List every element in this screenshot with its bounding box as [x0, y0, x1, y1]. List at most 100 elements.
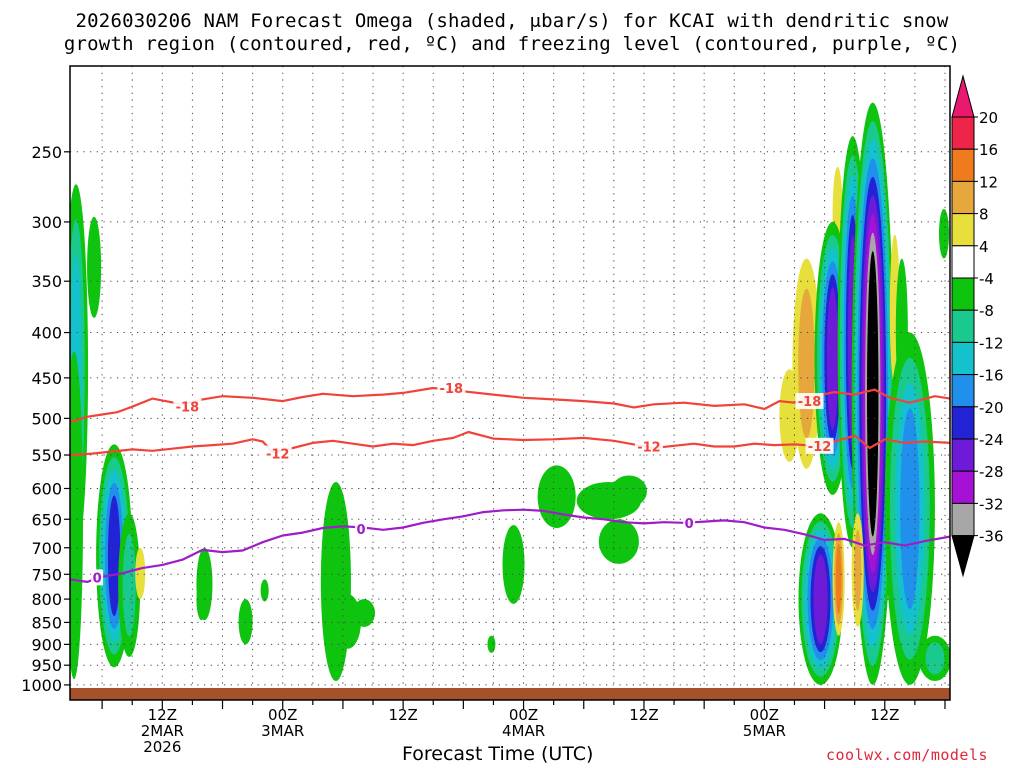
pressure-axis: 250 300 350 400 450 500 550 600 650 700 750 800 850 9… — [21, 143, 70, 695]
contour-line — [70, 508, 950, 583]
colorbar-label: -8 — [979, 302, 994, 320]
x-axis-label: Forecast Time (UTC) — [402, 743, 594, 765]
contour-label: -18 — [798, 395, 822, 410]
plot-area: -18 -18 -18 -12 -12 -12 0 0 0 — [70, 66, 950, 700]
omega-region — [320, 482, 351, 682]
y-tick-label: 850 — [31, 613, 62, 632]
contour-label-bg — [91, 569, 104, 586]
omega-shade — [320, 482, 351, 682]
colorbar-label: 16 — [979, 141, 998, 159]
x-tick-label: 2MAR — [141, 722, 184, 740]
omega-region — [598, 519, 639, 564]
y-tick-label: 450 — [31, 369, 62, 388]
contour-label-bg — [805, 437, 834, 454]
contour-label: -18 — [440, 382, 464, 397]
colorbar-label: -36 — [979, 528, 1004, 546]
omega-shade — [925, 642, 945, 675]
contour-label: -18 — [176, 401, 200, 416]
omega-region — [610, 475, 647, 508]
contour-label-bg — [263, 445, 292, 462]
omega-shade — [135, 547, 146, 600]
y-tick-label: 600 — [31, 479, 62, 498]
x-tick-label: 2026 — [143, 738, 181, 756]
colorbar-under-arrow — [951, 535, 975, 578]
y-tick-label: 350 — [31, 272, 62, 291]
omega-shade — [107, 495, 121, 617]
chart-title-line-1: 2026030206 NAM Forecast Omega (shaded, μ… — [75, 10, 949, 32]
colorbar-bin — [951, 470, 975, 504]
x-tick-label: 00Z — [509, 706, 538, 724]
colorbar-bin — [951, 180, 975, 215]
colorbar-label: -16 — [979, 367, 1004, 385]
omega-shade — [352, 599, 376, 627]
omega-region — [70, 351, 84, 680]
y-tick-label: 650 — [31, 510, 62, 529]
omega-shade — [826, 287, 839, 430]
omega-region — [87, 216, 102, 318]
contour-label-bg — [683, 514, 696, 531]
colorbar-bin — [951, 245, 975, 279]
omega-region — [537, 465, 576, 529]
x-tick-label: 12Z — [870, 706, 899, 724]
omega-shade — [854, 529, 862, 611]
omega-shade — [87, 216, 102, 318]
colorbar-bin — [951, 116, 975, 150]
chart-title-line-2: growth region (contoured, red, ºC) and f… — [63, 33, 961, 55]
contour-label: 0 — [356, 523, 365, 538]
y-tick-label: 250 — [31, 143, 62, 162]
contour-label: -12 — [266, 448, 290, 463]
contour-label-bg — [634, 438, 663, 455]
omega-region — [135, 547, 146, 600]
omega-shade — [938, 208, 949, 259]
omega-colorbar: 20 16 12 8 4 -4 -8 -12 -16 -20 -24 -28 -32 -36 — [951, 74, 1004, 578]
omega-shade — [900, 408, 920, 610]
contour-label: 0 — [685, 517, 694, 532]
contour-label: 0 — [93, 571, 102, 586]
omega-shade — [537, 465, 576, 529]
colorbar-bin — [951, 213, 975, 247]
x-tick-label: 3MAR — [261, 722, 304, 740]
contour-label-bg — [437, 379, 466, 396]
x-tick-label: 5MAR — [743, 722, 786, 740]
colorbar-bin — [951, 406, 975, 440]
colorbar-bin — [951, 502, 975, 537]
omega-region — [502, 525, 525, 604]
x-tick-label: 00Z — [268, 706, 297, 724]
colorbar-bin — [951, 148, 975, 182]
colorbar-label: 12 — [979, 173, 998, 191]
contour-label: -12 — [637, 441, 661, 456]
omega-region — [352, 599, 376, 627]
omega-shading — [70, 102, 950, 685]
y-tick-label: 950 — [31, 656, 62, 675]
colorbar-label: -12 — [979, 334, 1004, 352]
x-tick-label: 12Z — [388, 706, 417, 724]
y-tick-label: 800 — [31, 590, 62, 609]
y-tick-label: 400 — [31, 324, 62, 343]
omega-region — [487, 635, 496, 653]
x-tick-label: 4MAR — [502, 722, 545, 740]
x-tick-label: 12Z — [148, 706, 177, 724]
contour: -12 -12 -12 — [70, 430, 950, 463]
contour-label-bg — [173, 398, 202, 415]
watermark: coolwx.com/models — [826, 746, 989, 764]
omega-shade — [835, 543, 842, 615]
temperature-contours: -18 -18 -18 -12 -12 -12 0 0 0 — [70, 379, 950, 586]
omega-region — [118, 513, 141, 658]
y-tick-label: 900 — [31, 635, 62, 654]
omega-region — [884, 332, 935, 685]
colorbar-bin — [951, 277, 975, 311]
y-tick-label: 550 — [31, 446, 62, 465]
omega-shade — [260, 579, 269, 602]
colorbar-over-arrow — [951, 74, 975, 118]
contour-label: -12 — [808, 440, 832, 455]
omega-region — [832, 522, 845, 636]
y-tick-label: 700 — [31, 539, 62, 558]
colorbar-label: 20 — [979, 109, 998, 127]
colorbar-label: 4 — [979, 238, 989, 256]
omega-region — [938, 208, 949, 259]
omega-shade — [196, 579, 207, 621]
colorbar-label: -20 — [979, 399, 1004, 417]
omega-shade — [70, 351, 84, 680]
y-tick-label: 750 — [31, 565, 62, 584]
